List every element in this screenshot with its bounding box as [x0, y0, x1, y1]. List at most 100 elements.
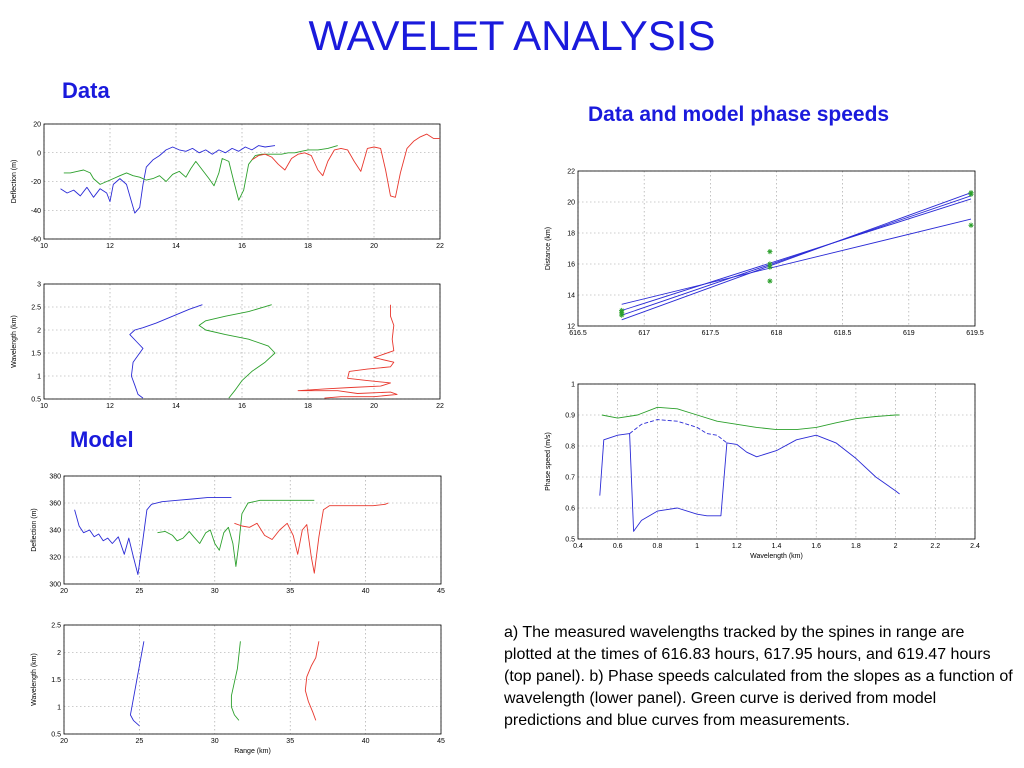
figure-caption: a) The measured wavelengths tracked by t…: [504, 624, 1013, 729]
series-line-green: [601, 406, 900, 431]
y-tick-label: 12: [567, 324, 575, 331]
x-tick-label: 619: [903, 330, 915, 337]
x-tick-label: 20: [60, 588, 68, 595]
y-tick-label: 0.8: [565, 444, 575, 451]
series-line-blue: [599, 433, 900, 532]
x-tick-label: 16: [238, 243, 246, 250]
x-tick-label: 617.5: [702, 330, 720, 337]
y-tick-label: 2: [57, 650, 61, 657]
plot-frame: [577, 170, 976, 327]
x-tick-label: 0.4: [573, 543, 583, 550]
x-tick-label: 0.8: [653, 543, 663, 550]
data-point-marker: [619, 307, 625, 314]
y-tick-label: 1: [37, 374, 41, 381]
x-tick-label: 18: [304, 403, 312, 410]
x-tick-label: 20: [60, 738, 68, 745]
y-tick-label: 2.5: [51, 623, 61, 630]
plot-frame: [43, 283, 441, 400]
x-tick-label: 14: [172, 243, 180, 250]
fit-line: [621, 198, 972, 311]
y-tick-label: -40: [31, 208, 41, 215]
y-tick-label: 0.9: [565, 413, 575, 420]
fit-line: [621, 218, 972, 305]
x-tick-label: 20: [370, 243, 378, 250]
model-heading: Model: [70, 427, 134, 452]
x-tick-label: 616.5: [569, 330, 587, 337]
y-tick-label: 22: [567, 169, 575, 176]
x-tick-label: 45: [437, 588, 445, 595]
x-tick-label: 1.8: [851, 543, 861, 550]
distance-vs-time-chart: 616.5 617 617.5 618 618.5 619 619.5 12 14 16 18 20 2…: [545, 169, 984, 338]
y-axis-label: Wavelength (km): [31, 653, 38, 706]
data-point-marker: [767, 278, 773, 284]
x-tick-label: 1: [695, 543, 699, 550]
plot-frame: [43, 123, 441, 240]
series-line-green: [157, 499, 315, 567]
y-tick-label: 360: [49, 501, 61, 508]
y-axis-label: Deflection (m): [31, 508, 38, 552]
x-tick-label: 2.4: [970, 543, 980, 550]
x-tick-label: 619.5: [966, 330, 984, 337]
y-tick-label: 16: [567, 262, 575, 269]
x-tick-label: 12: [106, 403, 114, 410]
fit-line: [621, 192, 972, 321]
y-tick-label: 20: [567, 200, 575, 207]
plot-frame: [577, 383, 976, 540]
x-tick-label: 1.6: [811, 543, 821, 550]
x-tick-label: 1.4: [772, 543, 782, 550]
page-title: WAVELET ANALYSIS: [308, 12, 716, 59]
series-line-blue: [129, 641, 145, 727]
plot-frame: [63, 624, 442, 735]
y-tick-label: 0: [37, 150, 41, 157]
series-line-blue: [629, 419, 728, 444]
x-tick-label: 2: [894, 543, 898, 550]
series-line-green: [230, 641, 241, 721]
x-tick-label: 25: [136, 738, 144, 745]
y-tick-label: 18: [567, 231, 575, 238]
y-tick-label: 380: [49, 474, 61, 481]
plot-frame: [63, 475, 442, 585]
x-tick-label: 35: [286, 738, 294, 745]
y-tick-label: 1: [57, 704, 61, 711]
phase-speed-heading: Data and model phase speeds: [588, 103, 890, 126]
y-tick-label: 300: [49, 582, 61, 589]
x-tick-label: 22: [436, 243, 444, 250]
data-point-marker: [968, 191, 974, 197]
y-tick-label: 2: [37, 328, 41, 335]
y-tick-label: -20: [31, 179, 41, 186]
x-tick-label: 12: [106, 243, 114, 250]
y-tick-label: 0.7: [565, 475, 575, 482]
phase-speed-chart: 0.4 0.6 0.8 1 1.2 1.4 1.6 1.8 2 2.2 2.4 0.5 0.6 0.7 0.…: [545, 382, 980, 561]
y-tick-label: 0.6: [565, 506, 575, 513]
data-point-marker: [767, 264, 773, 270]
x-axis-label: Range (km): [234, 748, 271, 755]
series-line-green: [198, 304, 276, 399]
x-tick-label: 618.5: [834, 330, 852, 337]
y-tick-label: 1.5: [31, 351, 41, 358]
y-tick-label: 320: [49, 555, 61, 562]
y-tick-label: 340: [49, 528, 61, 535]
x-tick-label: 40: [362, 738, 370, 745]
x-tick-label: 22: [436, 403, 444, 410]
y-tick-label: 1.5: [51, 677, 61, 684]
data-deflection-chart: 10 12 14 16 18 20 22 -60 -40 -20 0 20 Deflection (m): [11, 122, 444, 251]
series-line-blue: [129, 304, 203, 399]
data-point-marker: [968, 222, 974, 228]
x-tick-label: 45: [437, 738, 445, 745]
model-deflection-chart: 20 25 30 35 40 45 300 320 340 360 380 Deflection (m…: [31, 474, 445, 596]
x-tick-label: 10: [40, 243, 48, 250]
x-tick-label: 617: [638, 330, 650, 337]
series-line-blue: [74, 497, 232, 575]
y-axis-label: Phase speed (m/s): [545, 432, 552, 491]
y-tick-label: 1: [571, 382, 575, 389]
x-tick-label: 14: [172, 403, 180, 410]
series-line-red: [304, 641, 320, 721]
x-tick-label: 618: [771, 330, 783, 337]
x-tick-label: 18: [304, 243, 312, 250]
data-wavelength-chart: 10 12 14 16 18 20 22 0.5 1 1.5 2 2.5 3 Wavelength (km…: [11, 282, 444, 411]
y-tick-label: 3: [37, 282, 41, 289]
x-tick-label: 35: [286, 588, 294, 595]
y-tick-label: -60: [31, 237, 41, 244]
y-axis-label: Distance (km): [545, 227, 552, 270]
y-axis-label: Deflection (m): [11, 160, 18, 204]
